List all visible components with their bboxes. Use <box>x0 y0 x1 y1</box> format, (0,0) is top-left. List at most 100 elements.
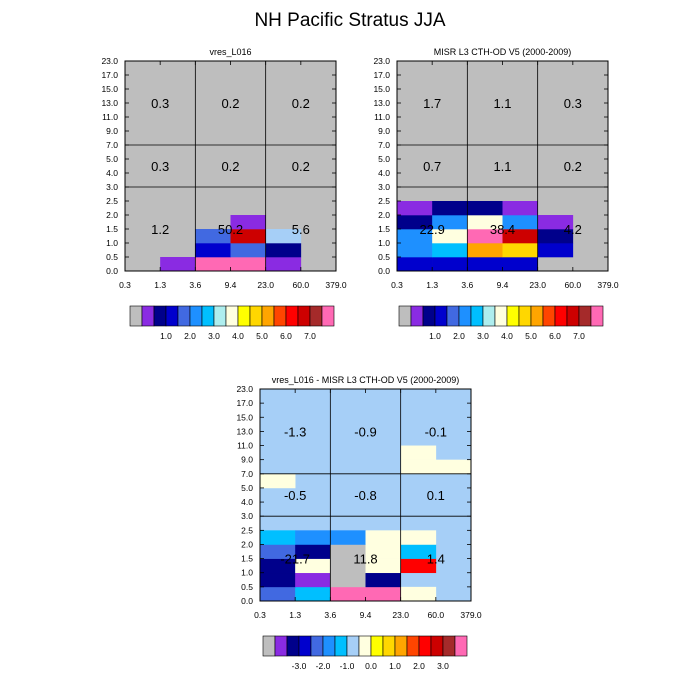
heatmap-cell <box>295 572 331 588</box>
x-tick-label: 379.0 <box>325 280 347 290</box>
heatmap-cell <box>295 558 331 574</box>
y-tick-label: 11.0 <box>374 112 390 122</box>
y-tick-label: 5.0 <box>241 483 253 493</box>
colorbar-swatch <box>165 305 179 327</box>
colorbar-label: 7.0 <box>304 331 316 341</box>
colorbar-swatch <box>446 305 460 327</box>
y-tick-label: 4.0 <box>106 168 118 178</box>
heatmap-cell <box>502 229 538 244</box>
heatmap-cell <box>537 229 574 244</box>
region-value-label: 0.1 <box>427 488 445 503</box>
heatmap-cell <box>260 572 296 588</box>
heatmap-panel-2: MISR L3 CTH-OD V5 (2000-2009) 22.9 38.4 4.2… <box>373 47 618 341</box>
heatmap-cell <box>502 201 538 216</box>
heatmap-cell <box>260 473 296 489</box>
y-tick-label: 9.0 <box>378 126 390 136</box>
colorbar-label: -3.0 <box>292 661 307 671</box>
y-tick-label: 1.5 <box>378 224 390 234</box>
colorbar-swatch <box>422 305 436 327</box>
colorbar-swatch <box>370 635 384 657</box>
region-value-label: 50.2 <box>218 222 243 237</box>
y-tick-label: 17.0 <box>101 70 118 80</box>
colorbar: 1.0 2.0 3.0 4.0 5.0 6.0 7.0 <box>398 305 604 341</box>
y-tick-label: 1.0 <box>378 238 390 248</box>
colorbar-swatch <box>458 305 472 327</box>
colorbar-label: 2.0 <box>453 331 465 341</box>
colorbar-swatch <box>494 305 508 327</box>
colorbar-swatch <box>213 305 227 327</box>
y-tick-label: 15.0 <box>373 84 390 94</box>
y-tick-label: 2.5 <box>241 525 253 535</box>
y-tick-label: 0.0 <box>106 266 118 276</box>
figure-title: NH Pacific Stratus JJA <box>254 10 446 31</box>
y-tick-label: 11.0 <box>237 441 253 451</box>
colorbar-swatch <box>297 305 311 327</box>
colorbar-label: 5.0 <box>525 331 537 341</box>
heatmap-cell <box>295 530 331 545</box>
x-tick-label: 9.4 <box>360 610 372 620</box>
colorbar-swatch <box>566 305 580 327</box>
y-tick-label: 9.0 <box>241 455 253 465</box>
colorbar-swatch <box>346 635 360 657</box>
y-tick-label: 0.0 <box>241 596 253 606</box>
colorbar-label: 7.0 <box>573 331 585 341</box>
region-value-label: 1.4 <box>427 552 445 567</box>
x-tick-label: 3.6 <box>461 280 473 290</box>
panel-title: vres_L016 <box>209 47 251 57</box>
colorbar-label: 4.0 <box>501 331 513 341</box>
y-tick-label: 15.0 <box>236 412 253 422</box>
y-tick-label: 7.0 <box>378 140 390 150</box>
y-tick-label: 0.5 <box>241 582 253 592</box>
x-tick-label: 9.4 <box>497 280 509 290</box>
colorbar-swatch <box>298 635 312 657</box>
x-tick-label: 0.3 <box>391 280 403 290</box>
y-tick-label: 1.0 <box>241 568 253 578</box>
region-value-label: -0.9 <box>354 424 376 439</box>
y-tick-label: 23.0 <box>101 56 118 66</box>
colorbar-swatch <box>410 305 424 327</box>
colorbar-swatch <box>225 305 239 327</box>
colorbar-swatch <box>309 305 323 327</box>
region-value-label: -1.3 <box>284 424 306 439</box>
colorbar-label: 0.0 <box>365 661 377 671</box>
colorbar-swatch <box>177 305 191 327</box>
heatmap-cell <box>330 558 366 574</box>
heatmap-cell <box>365 572 401 588</box>
heatmap-cell <box>265 229 302 244</box>
y-tick-label: 17.0 <box>373 70 390 80</box>
y-tick-label: 1.5 <box>241 554 253 564</box>
colorbar-swatch <box>434 305 448 327</box>
y-tick-label: 5.0 <box>378 154 390 164</box>
colorbar-label: -2.0 <box>316 661 331 671</box>
region-value-label: 0.3 <box>151 96 169 111</box>
heatmap-cell <box>230 215 266 230</box>
heatmap-cell <box>397 229 433 244</box>
heatmap-cell <box>230 243 266 258</box>
region-value-label: 22.9 <box>420 222 445 237</box>
heatmap-cell <box>195 257 231 272</box>
heatmap-cell <box>467 229 503 244</box>
x-tick-label: 23.0 <box>392 610 409 620</box>
x-tick-label: 0.3 <box>254 610 266 620</box>
heatmap-cell <box>400 544 437 559</box>
y-tick-label: 9.0 <box>106 126 118 136</box>
heatmap-cell <box>502 215 538 230</box>
heatmap-cell <box>195 229 231 244</box>
x-tick-label: 3.6 <box>324 610 336 620</box>
x-tick-label: 23.0 <box>529 280 546 290</box>
colorbar-swatch <box>482 305 496 327</box>
y-tick-label: 2.5 <box>378 196 390 206</box>
heatmap-cell <box>432 243 468 258</box>
colorbar-swatch <box>273 305 287 327</box>
heatmap-cell <box>330 586 366 602</box>
heatmap-cell <box>160 257 196 272</box>
colorbar-swatch <box>398 305 412 327</box>
colorbar-swatch <box>334 635 348 657</box>
x-tick-label: 60.0 <box>565 280 582 290</box>
heatmap-cell <box>432 229 468 244</box>
heatmap-cell <box>365 544 401 559</box>
colorbar-swatch <box>530 305 544 327</box>
colorbar-swatch <box>274 635 288 657</box>
colorbar-label: 5.0 <box>256 331 268 341</box>
